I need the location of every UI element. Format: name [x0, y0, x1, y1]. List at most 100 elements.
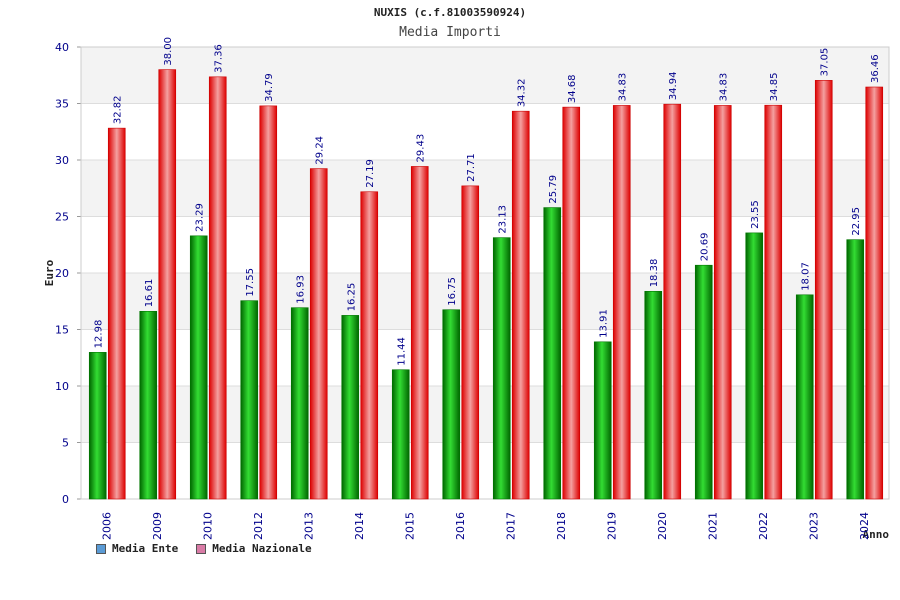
y-tick-label: 20 — [55, 267, 69, 280]
bar-media-ente — [694, 264, 713, 500]
data-label-media-ente: 12.98 — [94, 320, 105, 349]
chart-subtitle: Media Importi — [399, 25, 501, 40]
bar-media-nazionale — [663, 103, 682, 500]
x-tick-label: 2015 — [403, 512, 416, 540]
y-tick-label: 35 — [55, 98, 69, 111]
bar-media-ente — [846, 239, 865, 500]
bar-media-ente — [391, 369, 410, 500]
bar-media-ente — [139, 311, 158, 500]
data-label-media-nazionale: 38.00 — [163, 37, 174, 66]
bar-media-nazionale — [410, 166, 429, 500]
bar-media-nazionale — [461, 185, 480, 500]
data-label-media-ente: 18.07 — [801, 262, 812, 291]
data-label-media-nazionale: 37.05 — [820, 48, 831, 77]
bar-media-nazionale — [259, 105, 278, 500]
x-tick-label: 2010 — [201, 512, 214, 540]
chart-title: NUXIS (c.f.81003590924) — [373, 6, 527, 19]
legend-label-ente: Media Ente — [112, 542, 179, 555]
bar-media-nazionale — [713, 105, 732, 500]
bar-media-ente — [240, 300, 259, 500]
data-label-media-ente: 23.13 — [498, 205, 509, 234]
x-tick-label: 2019 — [605, 512, 618, 540]
bar-media-ente — [341, 315, 360, 500]
data-label-media-nazionale: 34.94 — [668, 72, 679, 101]
x-tick-label: 2021 — [706, 512, 719, 540]
x-tick-label: 2024 — [858, 512, 871, 540]
y-tick-label: 0 — [62, 493, 69, 506]
data-label-media-ente: 16.25 — [346, 283, 357, 312]
legend-item-ente: Media Ente — [96, 542, 178, 555]
bar-media-nazionale — [865, 86, 884, 500]
y-tick-label: 15 — [55, 324, 69, 337]
data-label-media-ente: 16.75 — [447, 277, 458, 306]
y-tick-label: 30 — [55, 154, 69, 167]
legend: Media Ente Media Nazionale — [96, 542, 312, 555]
data-label-media-ente: 17.55 — [245, 268, 256, 297]
x-tick-label: 2018 — [555, 512, 568, 540]
legend-swatch-ente — [96, 543, 106, 554]
bar-media-nazionale — [612, 105, 631, 500]
x-tick-label: 2009 — [151, 512, 164, 540]
data-label-media-ente: 25.79 — [548, 175, 559, 204]
bar-media-ente — [492, 237, 511, 500]
data-label-media-ente: 16.61 — [144, 279, 155, 308]
y-tick-label: 25 — [55, 211, 69, 224]
bar-media-nazionale — [764, 104, 783, 500]
bar-media-nazionale — [309, 168, 328, 500]
y-tick-label: 40 — [55, 41, 69, 54]
x-tick-label: 2006 — [100, 512, 113, 540]
bar-media-nazionale — [511, 110, 530, 500]
data-label-media-nazionale: 29.43 — [416, 134, 427, 163]
data-label-media-ente: 20.69 — [700, 233, 711, 262]
bar-media-nazionale — [208, 76, 227, 500]
legend-item-nazionale: Media Nazionale — [196, 542, 312, 555]
legend-label-nazionale: Media Nazionale — [212, 542, 312, 555]
data-label-media-nazionale: 29.24 — [315, 136, 326, 165]
bar-media-ente — [189, 235, 208, 500]
x-tick-label: 2014 — [353, 512, 366, 540]
bar-media-nazionale — [562, 106, 581, 500]
x-tick-label: 2022 — [757, 512, 770, 540]
x-tick-label: 2013 — [302, 512, 315, 540]
data-label-media-nazionale: 34.83 — [618, 73, 629, 102]
data-label-media-nazionale: 27.19 — [365, 159, 376, 188]
plot-band — [81, 47, 889, 104]
bar-media-ente — [442, 309, 461, 500]
y-axis-label: Euro — [43, 259, 56, 286]
data-label-media-nazionale: 34.32 — [517, 79, 528, 108]
x-tick-label: 2020 — [656, 512, 669, 540]
data-label-media-nazionale: 32.82 — [113, 95, 124, 124]
data-label-media-ente: 22.95 — [851, 207, 862, 236]
bar-media-nazionale — [814, 80, 833, 500]
data-label-media-nazionale: 34.79 — [264, 73, 275, 102]
legend-swatch-nazionale — [196, 543, 207, 554]
data-label-media-ente: 23.55 — [750, 200, 761, 229]
bar-media-nazionale — [107, 127, 126, 500]
bar-media-ente — [593, 341, 612, 500]
plot-border — [80, 46, 890, 500]
bar-media-ente — [644, 291, 663, 500]
y-tick-label: 5 — [62, 437, 69, 450]
x-axis-label: Anno — [863, 528, 890, 541]
bar-media-ente — [290, 307, 309, 500]
x-tick-label: 2017 — [504, 512, 517, 540]
x-tick-label: 2012 — [252, 512, 265, 540]
data-label-media-nazionale: 34.83 — [719, 73, 730, 102]
data-label-media-ente: 23.29 — [195, 203, 206, 232]
data-label-media-ente: 11.44 — [397, 337, 408, 366]
y-tick-label: 10 — [55, 380, 69, 393]
bar-media-ente — [88, 352, 107, 500]
bar-media-ente — [543, 207, 562, 500]
data-label-media-ente: 18.38 — [649, 259, 660, 288]
data-label-media-nazionale: 36.46 — [870, 54, 881, 83]
bar-media-nazionale — [360, 191, 379, 500]
data-label-media-ente: 13.91 — [599, 309, 610, 338]
data-label-media-nazionale: 27.71 — [466, 153, 477, 182]
data-label-media-nazionale: 37.36 — [214, 44, 225, 73]
bar-media-nazionale — [158, 69, 177, 500]
bar-media-ente — [745, 232, 764, 500]
data-label-media-nazionale: 34.85 — [769, 73, 780, 102]
bar-media-ente — [795, 294, 814, 500]
x-tick-label: 2016 — [454, 512, 467, 540]
